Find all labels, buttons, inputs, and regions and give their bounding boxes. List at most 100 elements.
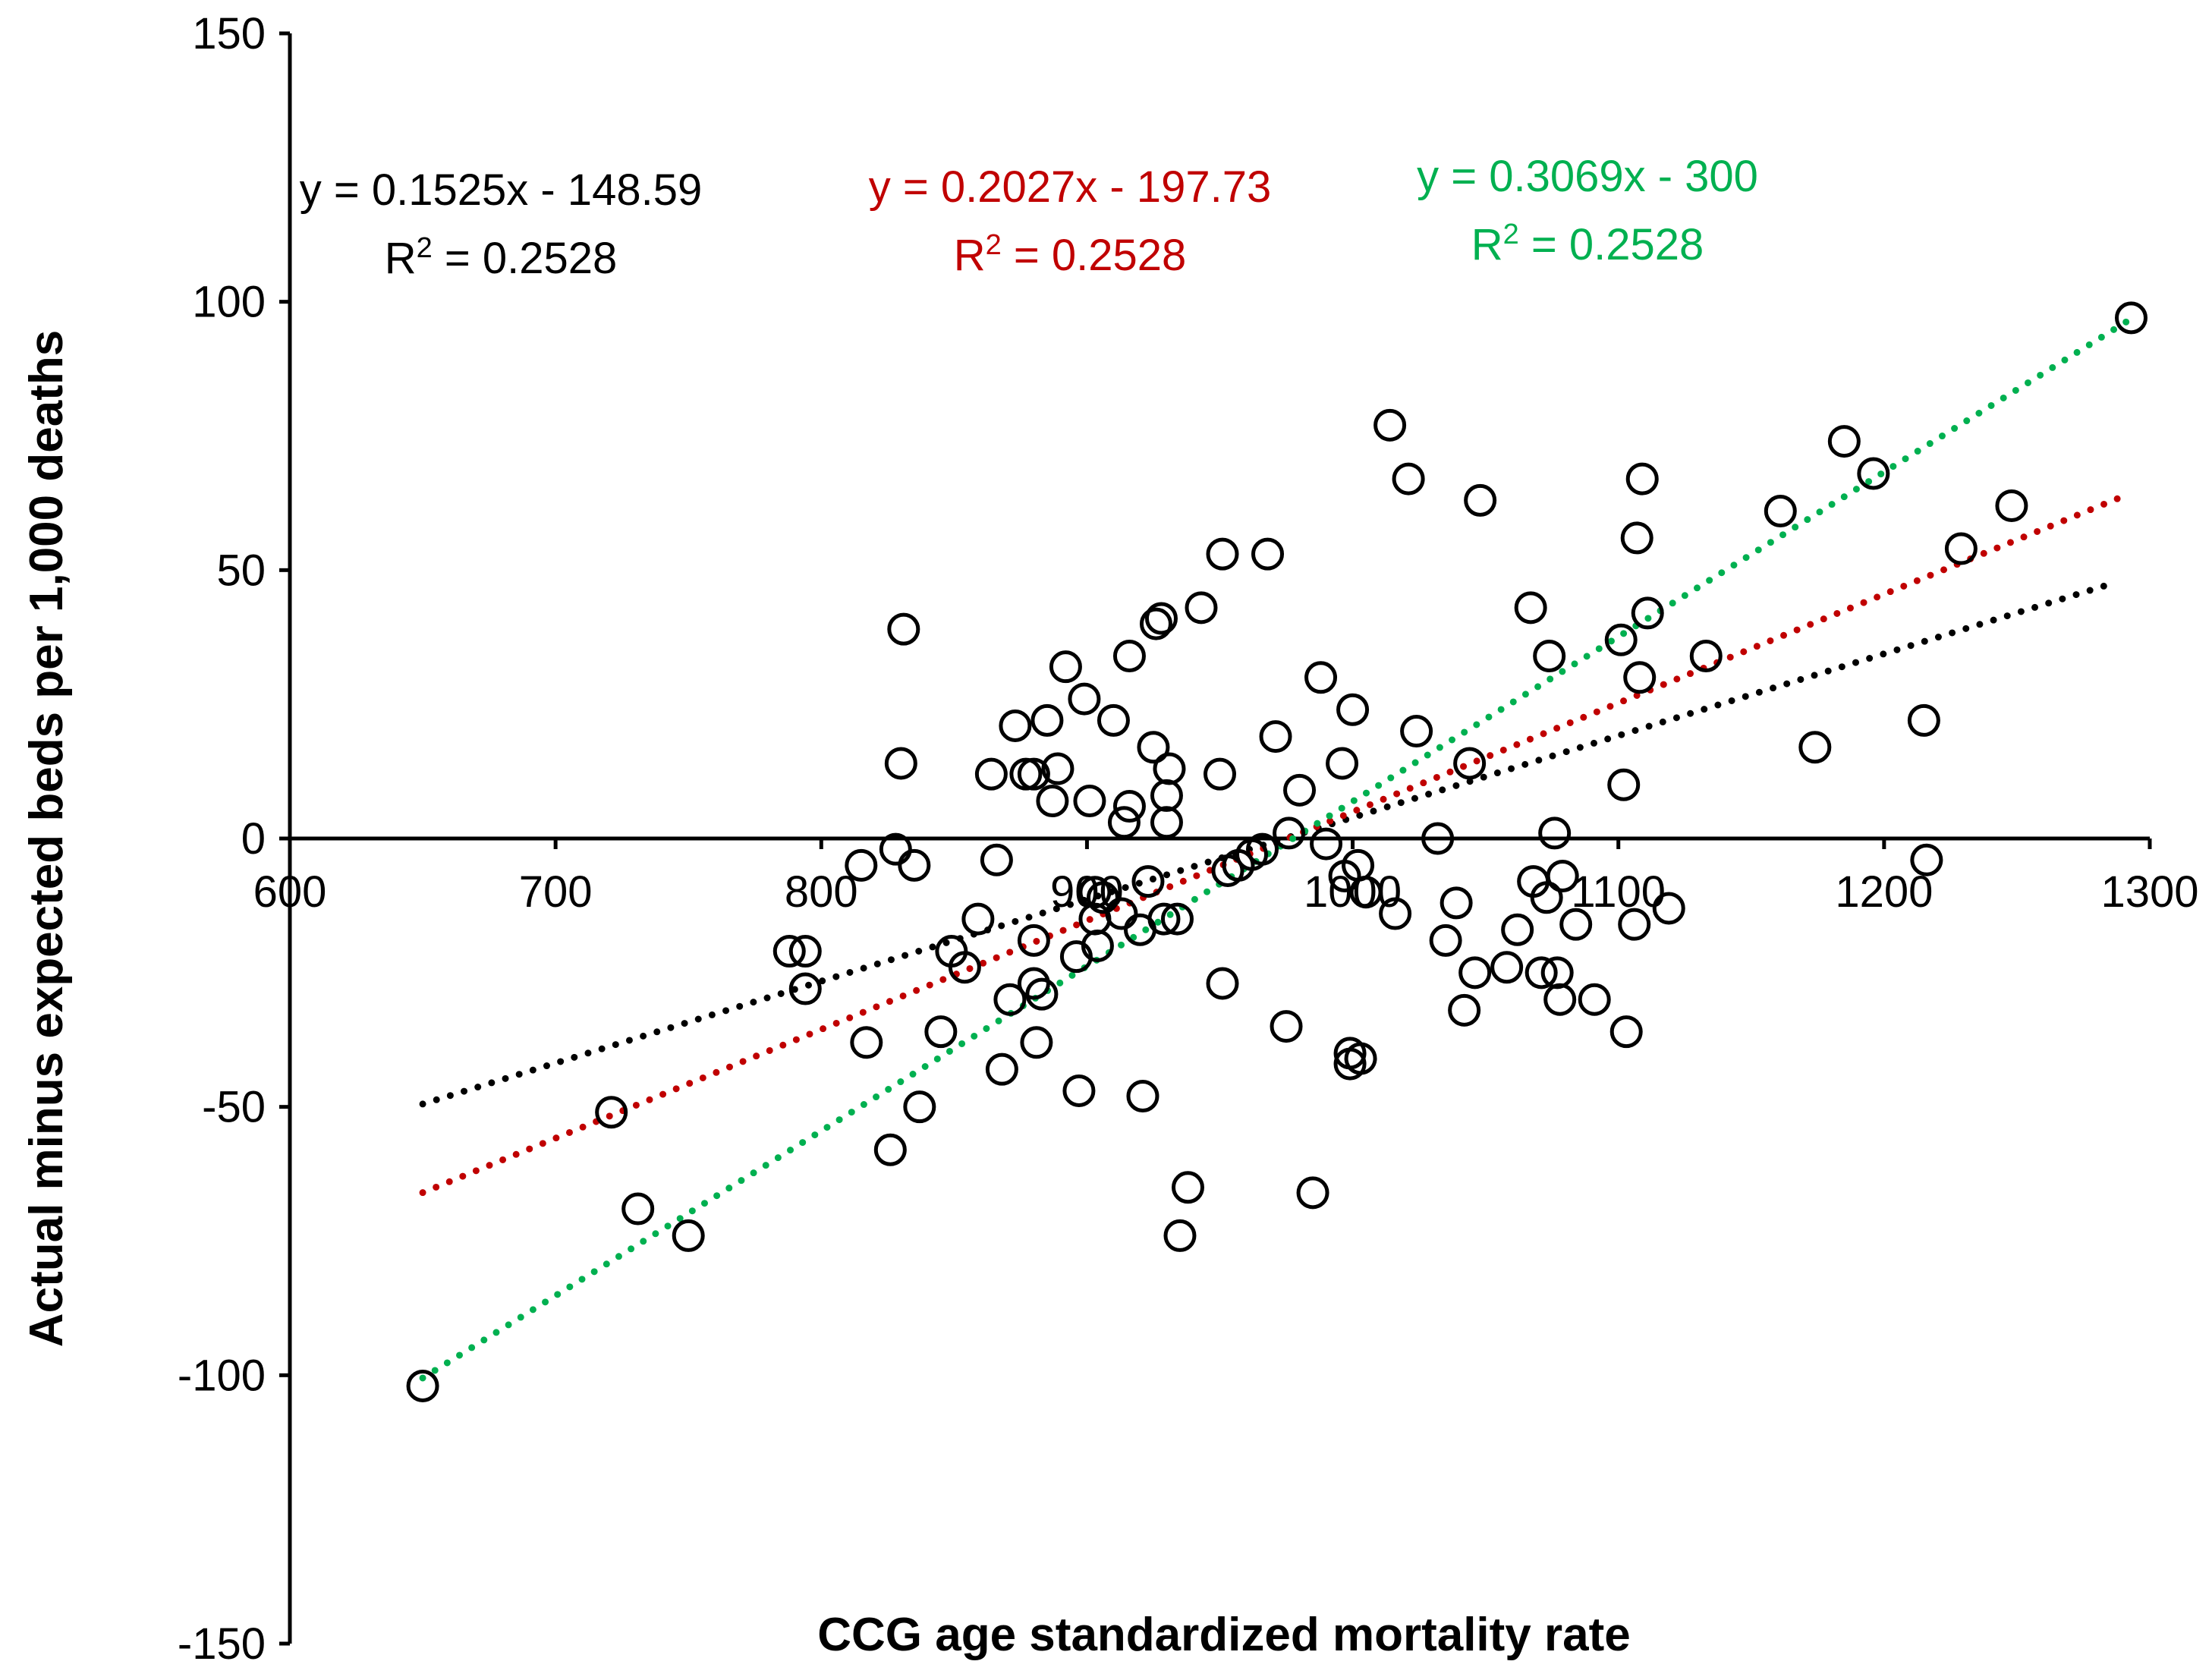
data-point <box>924 1015 958 1049</box>
data-point <box>884 747 917 780</box>
data-point <box>621 1192 655 1226</box>
data-point <box>1025 977 1059 1011</box>
data-point <box>1246 832 1279 866</box>
data-point <box>1379 897 1412 930</box>
data-point <box>1086 881 1119 914</box>
data-point <box>1400 715 1433 748</box>
x-tick-label: 700 <box>519 867 593 917</box>
data-point <box>961 902 995 936</box>
data-point <box>1310 827 1343 861</box>
data-point <box>1283 773 1317 807</box>
data-point <box>1062 1074 1096 1107</box>
data-point <box>1373 408 1407 442</box>
data-point <box>873 1133 907 1166</box>
data-point <box>1440 886 1473 920</box>
data-point <box>1827 425 1861 458</box>
data-point <box>1144 602 1178 635</box>
data-point <box>1530 881 1563 914</box>
data-point <box>1270 1010 1303 1043</box>
data-point <box>993 983 1027 1016</box>
r2-green-text: R2 = 0.2528 <box>1471 219 1704 269</box>
data-point <box>1448 993 1481 1027</box>
y-tick-label: -50 <box>202 1083 266 1132</box>
data-point <box>1185 591 1218 625</box>
data-point <box>903 1090 936 1124</box>
data-point <box>772 935 806 968</box>
data-point <box>1538 816 1572 850</box>
data-point <box>1131 865 1165 898</box>
x-tick-label: 800 <box>785 867 858 917</box>
data-point <box>595 1096 628 1129</box>
equation-black: y = 0.1525x - 148.59 R2 = 0.2528 <box>300 165 702 283</box>
data-point <box>1421 822 1455 855</box>
data-point <box>1160 902 1194 936</box>
x-tick-label: 1300 <box>2100 867 2198 917</box>
data-point <box>1112 640 1146 673</box>
data-point <box>850 1026 883 1059</box>
trend-red-line <box>419 492 2127 1197</box>
data-point <box>1206 967 1239 1000</box>
x-tick-label: 1200 <box>1835 867 1933 917</box>
data-point <box>1533 640 1566 673</box>
data-point <box>898 848 931 882</box>
data-point <box>1458 956 1492 990</box>
data-point <box>788 935 822 968</box>
equation-red: y = 0.2027x - 197.73 R2 = 0.2528 <box>869 162 1271 280</box>
data-point <box>1163 1219 1197 1252</box>
data-point <box>1009 757 1043 791</box>
data-point <box>1296 1176 1329 1210</box>
data-point <box>1259 720 1292 754</box>
data-point <box>1020 1026 1053 1059</box>
data-point <box>1078 876 1112 909</box>
data-point <box>1652 892 1685 925</box>
data-point <box>1171 1171 1204 1204</box>
data-point <box>1041 752 1075 785</box>
y-tick-label: 100 <box>192 278 266 327</box>
data-point <box>1336 693 1370 726</box>
data-point <box>1490 951 1524 984</box>
data-point <box>1081 929 1114 962</box>
trendlines <box>419 316 2132 1382</box>
data-point <box>1273 816 1306 850</box>
equation-green-text: y = 0.3069x - 300 <box>1417 152 1758 201</box>
data-point <box>2114 301 2147 335</box>
data-point <box>1137 731 1170 764</box>
y-tick-label: -150 <box>178 1619 266 1669</box>
y-tick-label: 50 <box>216 546 266 595</box>
data-point <box>1204 757 1236 791</box>
data-point <box>1618 908 1651 941</box>
data-point <box>999 709 1032 742</box>
trend-green-line <box>419 316 2132 1382</box>
data-point <box>1150 779 1183 812</box>
data-point <box>672 1219 705 1252</box>
data-point <box>1150 806 1183 839</box>
data-point <box>1764 495 1797 528</box>
data-point <box>1392 462 1425 496</box>
data-point <box>1036 784 1069 817</box>
equation-black-text: y = 0.1525x - 148.59 <box>300 165 702 215</box>
data-point <box>1543 983 1577 1016</box>
data-point <box>879 832 912 866</box>
data-point <box>1107 806 1141 839</box>
data-point <box>948 951 981 984</box>
data-point <box>788 972 822 1005</box>
data-point <box>1344 1042 1377 1075</box>
r2-red-text: R2 = 0.2528 <box>954 229 1187 280</box>
data-point <box>1623 661 1657 694</box>
data-point <box>1907 703 1940 737</box>
data-point <box>1857 457 1890 490</box>
data-point <box>1139 607 1172 640</box>
data-point <box>1017 757 1050 791</box>
r2-black-text: R2 = 0.2528 <box>385 232 618 283</box>
x-tick-label: 600 <box>253 867 327 917</box>
y-tick-label: 0 <box>241 814 266 864</box>
data-point <box>1798 731 1832 764</box>
data-point <box>1501 913 1534 946</box>
data-point <box>980 843 1013 876</box>
data-point <box>1105 897 1138 930</box>
equation-red-text: y = 0.2027x - 197.73 <box>869 162 1271 212</box>
x-axis-title: CCG age standardized mortality rate <box>817 1609 1631 1661</box>
data-point <box>1153 752 1186 785</box>
data-point <box>1126 1080 1159 1113</box>
